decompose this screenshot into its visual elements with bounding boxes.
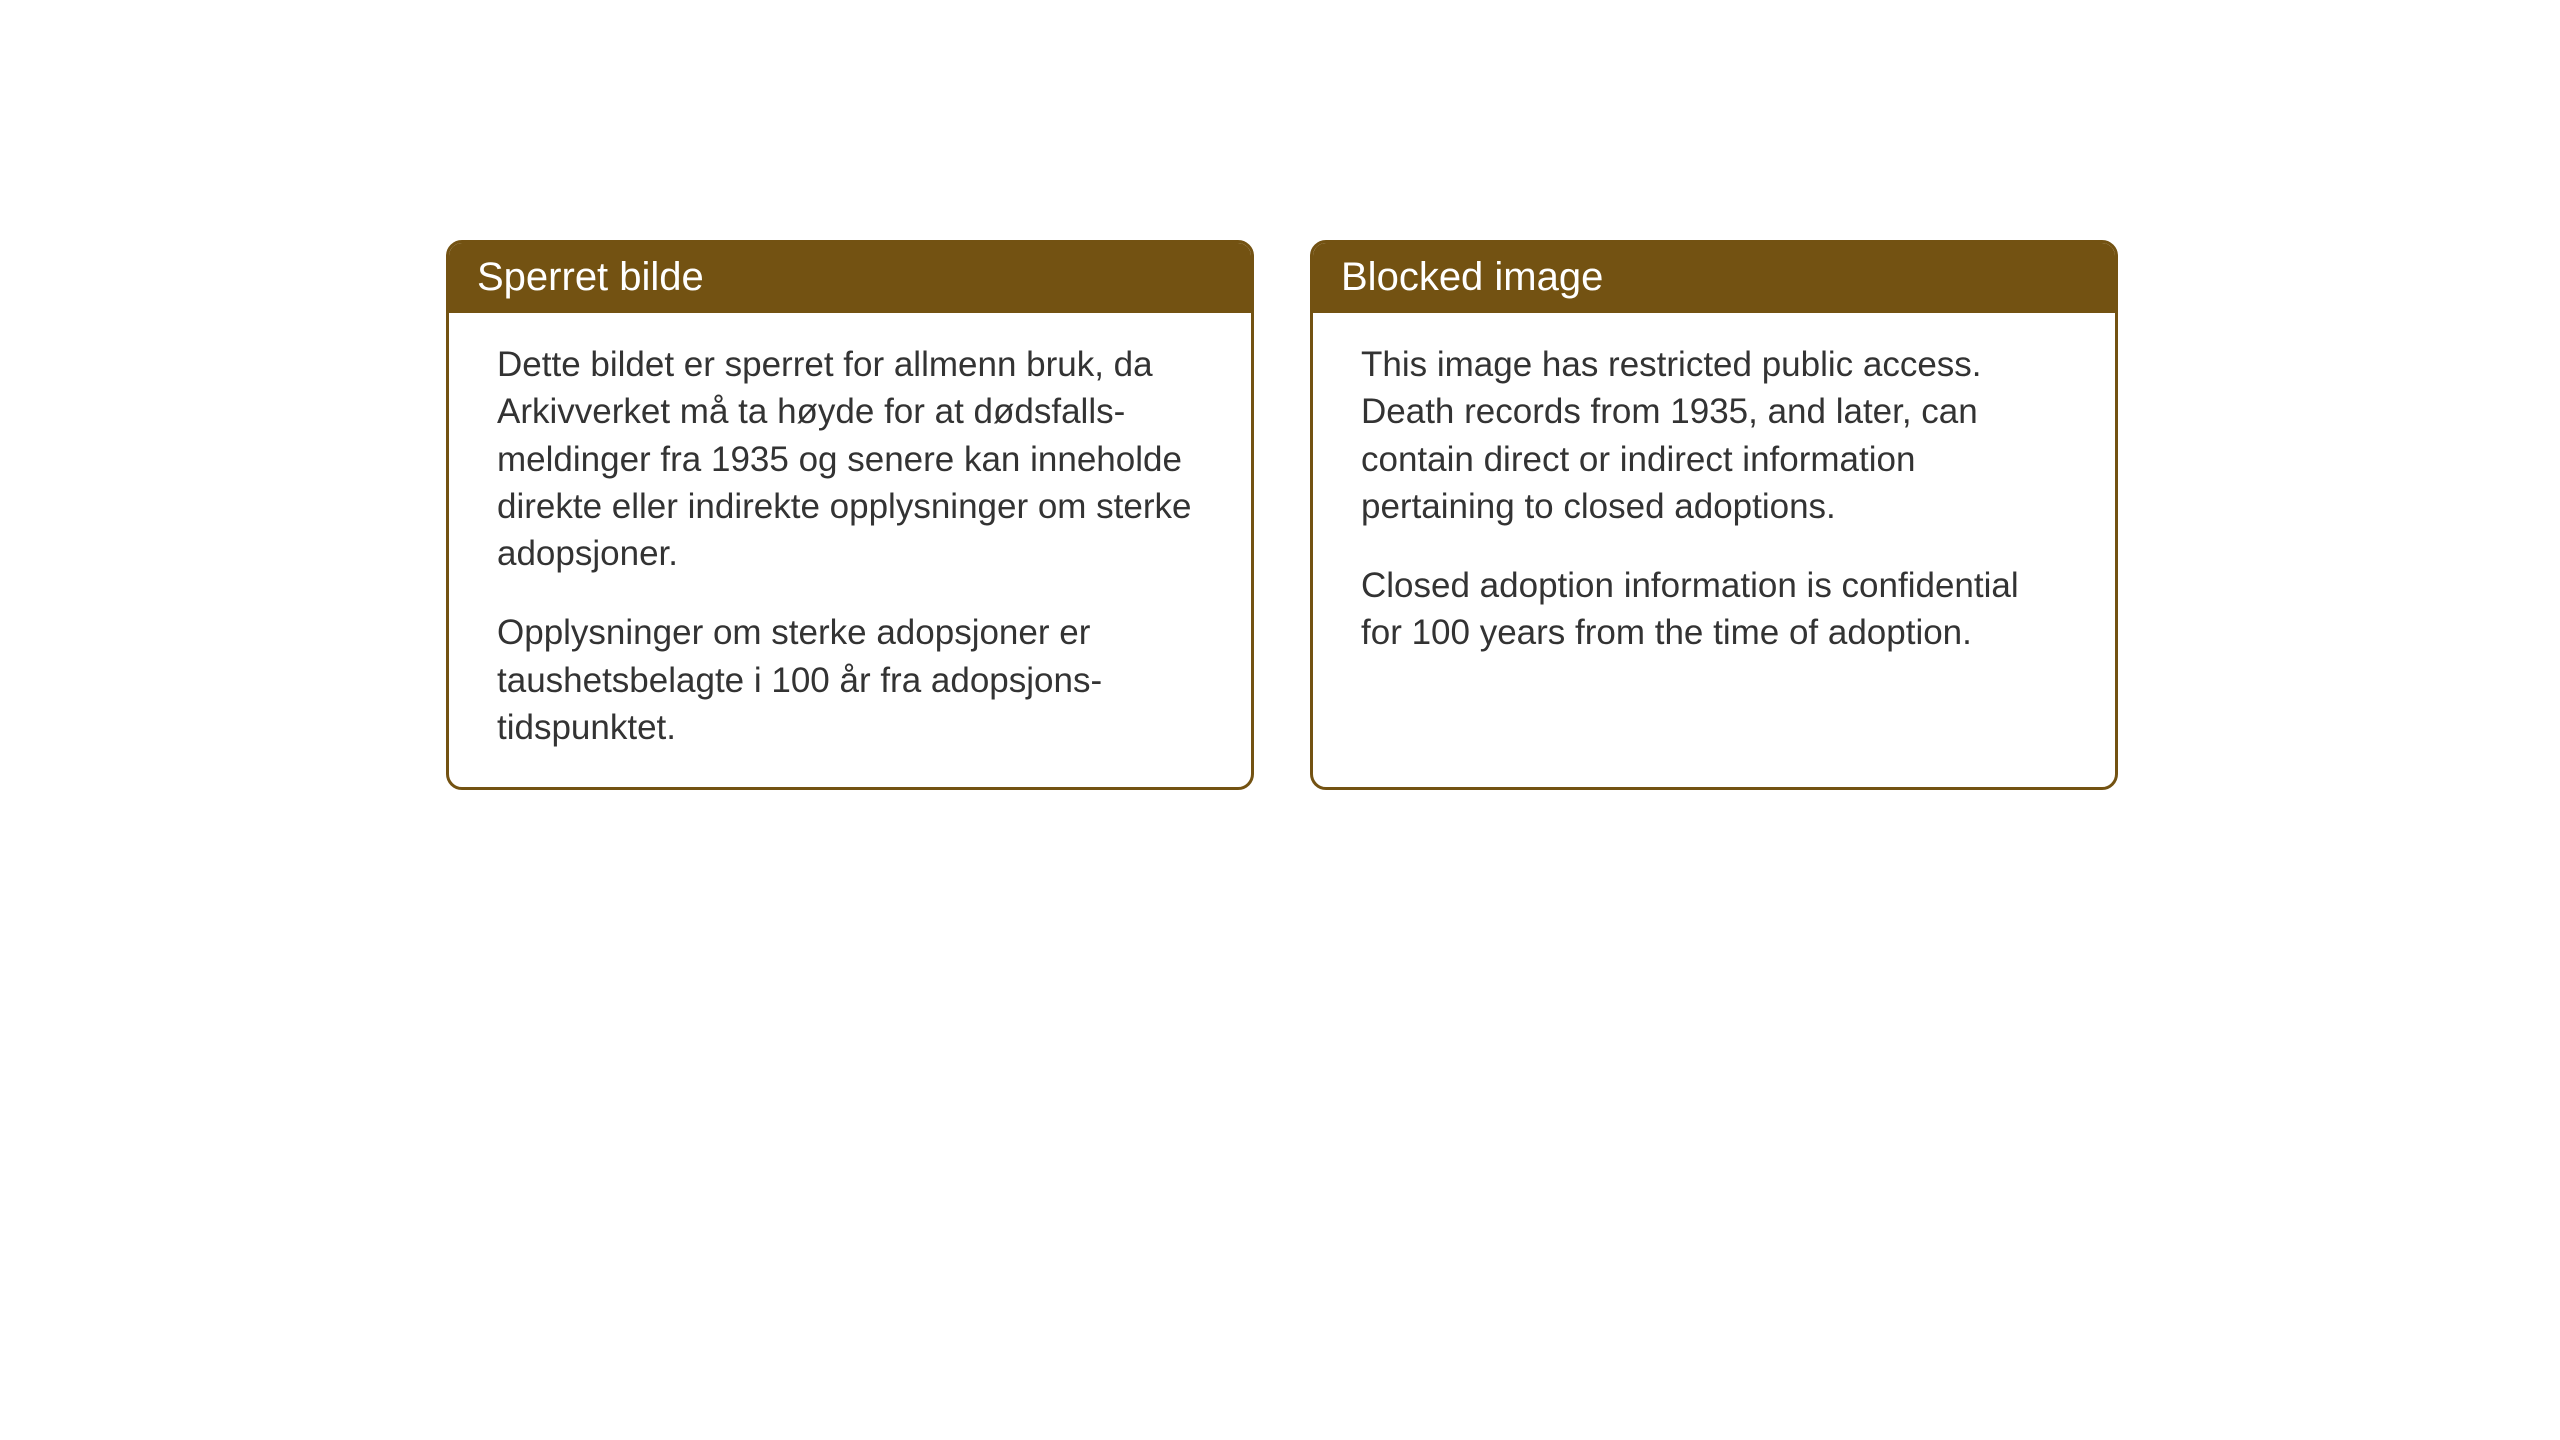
card-paragraph: Closed adoption information is confident… [1361, 562, 2067, 657]
notice-card-english: Blocked image This image has restricted … [1310, 240, 2118, 790]
card-header-norwegian: Sperret bilde [449, 243, 1251, 313]
notice-container: Sperret bilde Dette bildet er sperret fo… [446, 240, 2118, 790]
notice-card-norwegian: Sperret bilde Dette bildet er sperret fo… [446, 240, 1254, 790]
card-paragraph: Dette bildet er sperret for allmenn bruk… [497, 341, 1203, 577]
card-body-norwegian: Dette bildet er sperret for allmenn bruk… [449, 313, 1251, 787]
card-body-english: This image has restricted public access.… [1313, 313, 2115, 693]
card-paragraph: This image has restricted public access.… [1361, 341, 2067, 530]
card-paragraph: Opplysninger om sterke adopsjoner er tau… [497, 609, 1203, 751]
card-header-english: Blocked image [1313, 243, 2115, 313]
card-title: Sperret bilde [477, 255, 704, 299]
card-title: Blocked image [1341, 255, 1603, 299]
